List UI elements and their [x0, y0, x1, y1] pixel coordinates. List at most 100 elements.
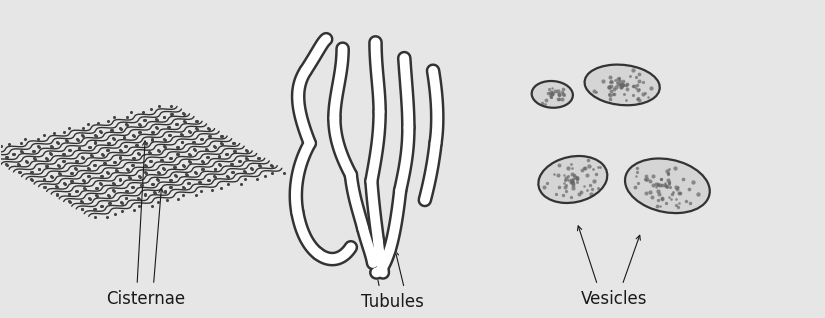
- Point: [107, 188, 120, 193]
- Point: [120, 189, 134, 194]
- Point: [120, 114, 134, 120]
- Point: [240, 156, 253, 161]
- Point: [557, 180, 570, 185]
- Point: [662, 182, 675, 187]
- Point: [196, 167, 210, 172]
- Point: [201, 177, 214, 182]
- Point: [540, 98, 553, 103]
- Point: [552, 97, 565, 102]
- Point: [605, 84, 618, 89]
- Point: [113, 177, 126, 182]
- Point: [157, 114, 170, 119]
- Point: [107, 181, 120, 186]
- Point: [559, 183, 573, 188]
- Point: [672, 200, 686, 205]
- Point: [132, 203, 145, 208]
- Point: [120, 144, 133, 149]
- Point: [553, 184, 566, 189]
- Point: [164, 185, 177, 190]
- Point: [539, 101, 552, 106]
- Point: [224, 161, 238, 166]
- Text: Vesicles: Vesicles: [581, 290, 647, 308]
- Point: [152, 200, 165, 205]
- Point: [2, 141, 15, 146]
- Point: [686, 180, 700, 185]
- Point: [605, 88, 618, 93]
- Point: [138, 192, 151, 197]
- Point: [581, 158, 594, 163]
- Point: [227, 140, 240, 145]
- Point: [53, 163, 66, 169]
- Point: [51, 140, 64, 145]
- Point: [646, 194, 659, 199]
- Point: [40, 163, 53, 168]
- Point: [66, 179, 79, 184]
- Point: [570, 176, 583, 181]
- Point: [167, 164, 181, 169]
- Point: [95, 129, 108, 134]
- Point: [258, 174, 271, 179]
- Point: [163, 133, 177, 138]
- Point: [227, 148, 240, 153]
- Point: [143, 150, 156, 155]
- Point: [158, 189, 171, 194]
- Point: [646, 173, 659, 178]
- Point: [673, 190, 686, 195]
- Point: [547, 172, 560, 177]
- Point: [16, 149, 29, 154]
- Point: [603, 80, 616, 85]
- Point: [47, 130, 60, 135]
- Point: [200, 147, 214, 152]
- Point: [545, 92, 559, 97]
- Point: [659, 200, 672, 205]
- Point: [144, 159, 158, 164]
- Point: [672, 204, 685, 209]
- Point: [617, 92, 630, 97]
- Point: [651, 182, 664, 187]
- Point: [627, 68, 640, 73]
- Point: [65, 171, 78, 176]
- Point: [591, 186, 604, 191]
- Point: [564, 162, 578, 167]
- Point: [183, 159, 196, 164]
- Point: [213, 162, 226, 167]
- Point: [107, 114, 120, 119]
- Point: [145, 181, 158, 186]
- Point: [195, 166, 208, 171]
- Point: [184, 152, 197, 157]
- Point: [152, 177, 165, 183]
- Point: [196, 159, 209, 164]
- Point: [203, 134, 216, 139]
- Point: [147, 190, 160, 195]
- Point: [102, 141, 116, 146]
- Point: [633, 79, 646, 84]
- Point: [126, 155, 139, 160]
- Point: [114, 126, 127, 131]
- Point: [562, 165, 575, 170]
- Point: [164, 155, 177, 160]
- Point: [200, 154, 213, 159]
- Point: [102, 200, 116, 205]
- Point: [168, 165, 182, 170]
- Point: [166, 112, 179, 117]
- Point: [76, 133, 89, 138]
- Point: [40, 164, 54, 169]
- Point: [45, 174, 59, 179]
- Point: [559, 176, 573, 181]
- Point: [73, 146, 86, 151]
- Point: [105, 128, 118, 133]
- Point: [158, 144, 171, 149]
- Point: [0, 154, 12, 159]
- Point: [68, 166, 82, 171]
- Point: [558, 177, 571, 183]
- Point: [89, 162, 102, 168]
- Point: [641, 176, 654, 181]
- Point: [626, 83, 639, 88]
- Point: [89, 185, 102, 190]
- Point: [127, 133, 140, 138]
- Point: [214, 141, 228, 146]
- Point: [111, 168, 124, 173]
- Point: [109, 160, 122, 165]
- Point: [658, 183, 672, 188]
- Point: [253, 163, 266, 169]
